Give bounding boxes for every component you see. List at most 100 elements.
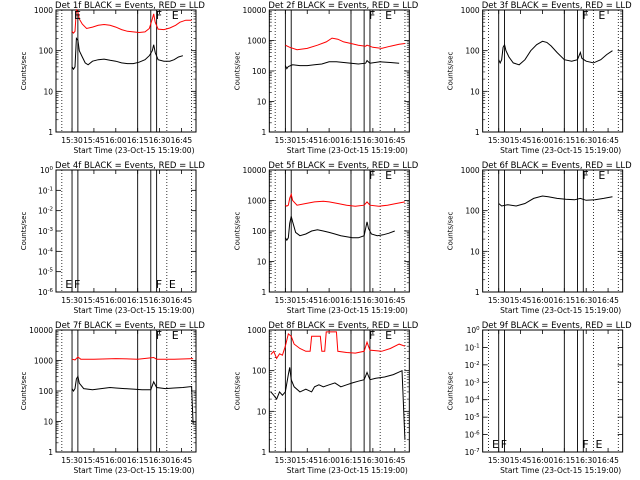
y-tick-label: 100 [39, 47, 54, 56]
y-axis-label: Counts/sec [233, 372, 241, 411]
plot-frame [55, 9, 197, 133]
x-tick-label: 16:00 [532, 296, 554, 305]
x-axis-label: Start Time (23-Oct-15 15:19:00) [73, 306, 194, 315]
y-tick-label: 10-7 [465, 448, 481, 457]
marker-f-label: F [582, 438, 588, 451]
x-tick-label: 16:30 [575, 296, 597, 305]
plot-frame [482, 169, 624, 293]
y-tick-label: 1 [48, 128, 53, 137]
y-tick-label: 10-5 [465, 413, 481, 422]
panel-title: Det 1f BLACK = Events, RED = LLD [55, 1, 205, 11]
panel-title: Det 7f BLACK = Events, RED = LLD [55, 321, 205, 331]
x-tick-label: 16:00 [318, 136, 340, 145]
marker-f-label: F [156, 9, 162, 22]
y-tick-label: 1 [262, 288, 267, 297]
y-tick-label: 1 [262, 448, 267, 457]
y-tick-label: 100 [252, 227, 267, 236]
marker-f-label: F [74, 278, 80, 291]
y-tick-label: 10000 [29, 326, 53, 335]
x-tick-label: 16:30 [575, 456, 597, 465]
x-tick-label: 16:45 [171, 456, 193, 465]
x-tick-label: 16:30 [149, 296, 171, 305]
plot-frame [55, 329, 197, 453]
marker-f-label: F [582, 169, 588, 182]
y-tick-label: 10-3 [465, 378, 481, 387]
x-tick-label: 16:45 [384, 296, 406, 305]
x-tick-label: 15:45 [296, 136, 318, 145]
panel-det-3f: Det 3f BLACK = Events, RED = LLD 1 10 100 10… [447, 1, 632, 155]
marker-f-label: F [156, 278, 162, 291]
events-series-line [284, 59, 400, 70]
x-tick-label: 16:00 [105, 456, 127, 465]
y-tick-label: 1000 [34, 357, 53, 366]
plot-frame [482, 9, 624, 133]
marker-e-label: E [385, 9, 392, 22]
x-tick-label: 15:45 [83, 136, 105, 145]
x-tick-label: 16:15 [127, 136, 149, 145]
y-axis-label: Counts/sec [233, 212, 241, 251]
x-axis-label: Start Time (23-Oct-15 15:19:00) [500, 306, 621, 315]
y-tick-label: 1000 [461, 166, 480, 175]
plot-frame [268, 329, 410, 453]
y-tick-label: 10-1 [38, 186, 53, 195]
x-axis-label: Start Time (23-Oct-15 15:19:00) [73, 466, 194, 475]
marker-e-label: E [598, 9, 605, 22]
marker-f-label: F [369, 169, 375, 182]
events-series-line [498, 195, 613, 207]
x-tick-label: 16:45 [597, 136, 619, 145]
x-tick-label: 16:45 [171, 296, 193, 305]
plot-frame [268, 9, 410, 133]
x-axis-label: Start Time (23-Oct-15 15:19:00) [500, 146, 621, 155]
x-tick-label: 16:45 [597, 456, 619, 465]
y-tick-label: 100 [252, 67, 267, 76]
y-tick-label: 1 [475, 128, 480, 137]
panel-det-1f: Det 1f BLACK = Events, RED = LLD 1 10 100 10… [20, 1, 205, 155]
lld-series-line [71, 8, 192, 34]
y-tick-label: 10-3 [38, 227, 54, 236]
x-tick-label: 16:00 [318, 456, 340, 465]
y-tick-label: 10-4 [465, 396, 481, 405]
y-tick-label: 1000 [34, 6, 53, 15]
marker-e-label: E [492, 438, 499, 451]
x-tick-label: 16:15 [554, 296, 576, 305]
x-tick-label: 16:00 [532, 456, 554, 465]
panel-det-2f: Det 2f BLACK = Events, RED = LLD 1 10 100 10… [233, 1, 418, 155]
x-tick-label: 16:30 [149, 456, 171, 465]
y-tick-label: 10 [257, 258, 267, 267]
marker-f-label: F [501, 438, 507, 451]
x-tick-label: 15:30 [275, 296, 297, 305]
x-tick-label: 16:00 [105, 296, 127, 305]
y-tick-label: 10000 [242, 6, 266, 15]
panel-title: Det 2f BLACK = Events, RED = LLD [268, 1, 418, 11]
x-tick-label: 16:15 [340, 296, 362, 305]
lld-series-line [71, 356, 194, 361]
panel-title: Det 9f BLACK = Events, RED = LLD [482, 321, 632, 331]
y-tick-label: 1 [48, 448, 53, 457]
y-tick-label: 10-1 [465, 343, 480, 352]
marker-e-label: E [598, 169, 605, 182]
y-tick-label: 100 [467, 326, 481, 335]
marker-f-label: F [369, 9, 375, 22]
x-tick-label: 15:30 [275, 456, 297, 465]
x-tick-label: 16:30 [575, 136, 597, 145]
plot-frame [55, 169, 197, 293]
marker-e-label: E [74, 9, 81, 22]
x-tick-label: 16:45 [384, 136, 406, 145]
y-tick-label: 10 [43, 418, 53, 427]
panel-title: Det 4f BLACK = Events, RED = LLD [55, 161, 205, 171]
marker-f-label: F [156, 329, 162, 342]
x-axis-label: Start Time (23-Oct-15 15:19:00) [287, 146, 408, 155]
x-axis-label: Start Time (23-Oct-15 15:19:00) [287, 466, 408, 475]
panel-title: Det 8f BLACK = Events, RED = LLD [268, 321, 418, 331]
y-axis-label: Counts/sec [447, 212, 455, 251]
x-tick-label: 15:30 [488, 136, 510, 145]
y-tick-label: 10 [43, 87, 53, 96]
panel-title: Det 6f BLACK = Events, RED = LLD [482, 161, 632, 171]
panel-det-5f: Det 5f BLACK = Events, RED = LLD 1 10 100 10… [233, 161, 418, 315]
y-tick-label: 10000 [242, 166, 266, 175]
marker-e-label: E [169, 278, 176, 291]
panel-title: Det 5f BLACK = Events, RED = LLD [268, 161, 418, 171]
x-tick-label: 15:30 [61, 136, 83, 145]
